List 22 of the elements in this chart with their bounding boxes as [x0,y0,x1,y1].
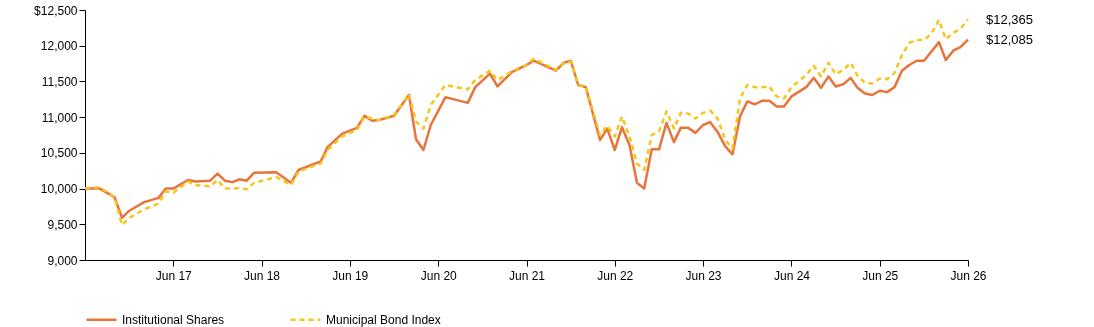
x-tick-label: Jun 19 [332,268,369,283]
y-tick-label: 10,500 [40,146,78,161]
y-tick-label: $12,500 [34,3,78,18]
legend-label: Institutional Shares [122,312,225,327]
x-tick-label: Jun 21 [508,268,546,283]
y-tick-label: 11,000 [41,110,78,125]
x-tick-label: Jun 25 [862,268,899,283]
x-tick-label: Jun 17 [155,268,193,283]
x-tick-label: Jun 26 [950,268,987,283]
x-tick-label: Jun 20 [420,268,458,283]
y-tick-label: 10,000 [40,182,78,197]
y-tick-label: 11,500 [41,74,78,89]
y-tick-label: 9,000 [47,253,78,268]
annotation: $12,365 [986,11,1033,27]
y-tick-label: 9,500 [47,217,78,232]
annotation: $12,085 [986,31,1033,47]
legend-label: Municipal Bond Index [326,312,441,327]
x-tick-label: Jun 23 [685,268,722,283]
x-tick-label: Jun 22 [597,268,634,283]
x-tick-label: Jun 24 [773,268,811,283]
x-tick-label: Jun 18 [243,268,281,283]
y-tick-label: 12,000 [40,39,78,54]
